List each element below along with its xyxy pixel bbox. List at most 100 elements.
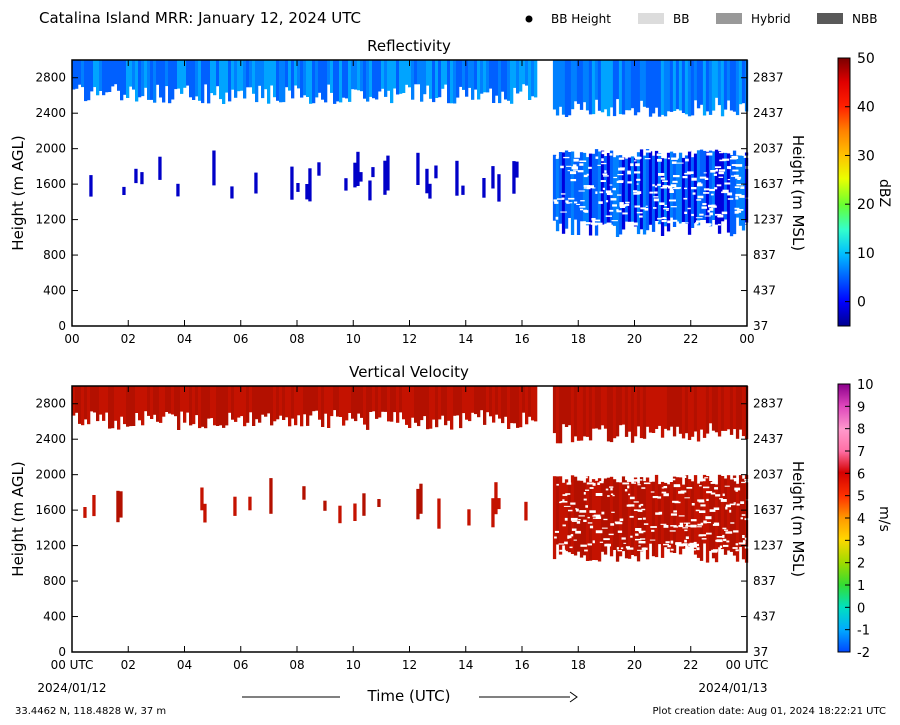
x-tick-label: 04 (177, 658, 192, 672)
echo-gap (592, 482, 596, 486)
echo-column (210, 60, 214, 94)
echo-gap (577, 170, 584, 173)
echo-column (315, 60, 319, 98)
echo-gap (583, 519, 587, 522)
echo-column (480, 60, 484, 94)
y-tick-label-right: 1237 (753, 213, 784, 227)
echo-gap (686, 171, 694, 174)
echo-gap (626, 547, 634, 550)
echo-gap (610, 493, 614, 495)
echo-column (675, 158, 680, 222)
echo-column (396, 386, 400, 423)
echo-column (147, 60, 151, 100)
echo-column (444, 386, 448, 426)
echo-column (486, 60, 490, 93)
echo-column (363, 60, 367, 99)
echo-column (690, 60, 695, 116)
echo-gap (685, 158, 689, 162)
echo-column (627, 157, 632, 222)
y-tick-label-left: 1200 (35, 539, 66, 553)
echo-gap (567, 170, 570, 172)
echo-column (729, 386, 734, 435)
y-tick-label-right: 2037 (753, 142, 784, 156)
echo-column (666, 152, 671, 232)
echo-column (399, 60, 403, 94)
echo-column (327, 386, 331, 428)
echo-gap (631, 482, 636, 484)
echo-gap (595, 191, 598, 194)
echo-column (317, 162, 321, 176)
echo-gap (734, 186, 740, 188)
echo-column (669, 482, 674, 553)
echo-gap (695, 217, 703, 219)
echo-gap (697, 183, 703, 187)
echo-gap (567, 537, 570, 539)
echo-column (309, 60, 313, 104)
echo-column (423, 386, 427, 417)
echo-gap (599, 541, 604, 543)
echo-gap (605, 200, 609, 203)
echo-gap (718, 176, 724, 178)
echo-gap (699, 485, 702, 487)
echo-column (126, 386, 130, 427)
echo-column (497, 174, 501, 202)
echo-gap (570, 534, 574, 537)
y-tick-label-right: 2837 (753, 397, 784, 411)
echo-column (366, 60, 370, 102)
echo-gap (727, 192, 733, 196)
echo-column (126, 60, 130, 98)
echo-column (525, 386, 529, 425)
echo-column (231, 60, 235, 90)
echo-column (732, 386, 737, 430)
echo-gap (690, 519, 697, 522)
echo-column (285, 386, 289, 418)
echo-gap (682, 527, 688, 529)
echo-column (353, 162, 357, 188)
echo-column (735, 386, 740, 439)
echo-column (642, 481, 647, 548)
echo-gap (635, 538, 642, 541)
echo-column (600, 60, 605, 113)
echo-column (372, 386, 376, 412)
echo-column (558, 152, 563, 224)
echo-column (264, 60, 268, 90)
echo-column (576, 157, 581, 235)
echo-gap (627, 181, 632, 184)
echo-gap (619, 205, 625, 208)
echo-gap (586, 173, 589, 176)
echo-gap (716, 184, 722, 187)
echo-gap (622, 212, 628, 215)
echo-column (696, 386, 701, 442)
echo-gap (667, 545, 671, 548)
echo-gap (583, 185, 590, 187)
echo-column (681, 484, 686, 549)
echo-gap (734, 207, 740, 210)
echo-column (513, 60, 517, 88)
echo-gap (685, 536, 689, 539)
echo-gap (617, 194, 622, 196)
echo-gap (703, 188, 710, 191)
echo-column (84, 60, 88, 102)
echo-gap (568, 197, 575, 200)
echo-gap (696, 547, 700, 551)
echo-gap (683, 197, 688, 200)
echo-column (552, 476, 557, 560)
echo-column (362, 493, 366, 516)
echo-gap (555, 216, 559, 220)
echo-column (600, 150, 605, 225)
echo-gap (723, 151, 728, 153)
echo-gap (614, 521, 621, 524)
echo-column (498, 386, 502, 419)
echo-gap (641, 487, 646, 489)
y-tick-label-left: 800 (43, 574, 66, 588)
echo-column (660, 481, 665, 558)
echo-gap (741, 514, 746, 516)
echo-column (723, 60, 728, 110)
echo-gap (634, 156, 641, 160)
echo-gap (575, 530, 581, 534)
echo-column (368, 180, 372, 201)
echo-column (477, 386, 481, 418)
echo-column (564, 60, 569, 117)
echo-column (630, 156, 635, 222)
echo-column (90, 60, 94, 92)
